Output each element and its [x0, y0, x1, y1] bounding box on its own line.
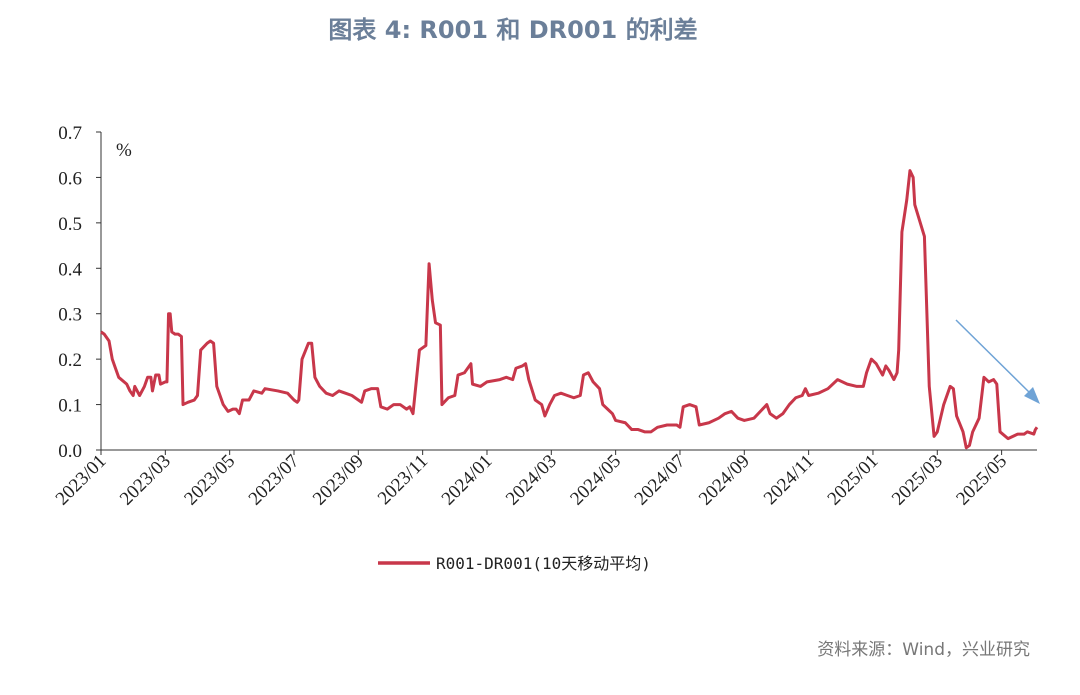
- y-tick-label: 0.7: [58, 123, 82, 144]
- x-tick-label: 2024/11: [760, 451, 818, 509]
- x-tick-label: 2023/09: [309, 451, 368, 510]
- y-tick-label: 0.0: [58, 441, 82, 462]
- x-tick-label: 2024/05: [566, 451, 625, 510]
- x-tick-label: 2023/07: [245, 451, 304, 510]
- data-line: [100, 169, 1039, 450]
- x-tick-label: 2023/05: [180, 451, 239, 510]
- y-tick-label: 0.2: [58, 350, 82, 371]
- trend-arrow-head: [1024, 387, 1040, 404]
- unit-label: %: [116, 140, 132, 161]
- y-tick-label: 0.1: [58, 396, 82, 417]
- y-tick-label: 0.5: [58, 214, 82, 235]
- y-tick-label: 0.6: [58, 168, 82, 189]
- y-tick-label: 0.4: [58, 259, 82, 280]
- x-tick-label: 2025/03: [888, 451, 947, 510]
- x-tick-label: 2023/03: [116, 451, 175, 510]
- chart-title: 图表 4: R001 和 DR001 的利差: [328, 16, 697, 44]
- x-tick-label: 2025/01: [824, 451, 883, 510]
- y-tick-label: 0.3: [58, 305, 82, 326]
- x-tick-label: 2024/09: [695, 451, 754, 510]
- legend-label: R001-DR001(10天移动平均): [436, 554, 651, 573]
- source: 资料来源：Wind，兴业研究: [817, 640, 1030, 660]
- x-tick-label: 2024/01: [438, 451, 497, 510]
- trend-arrow: [955, 319, 1034, 397]
- x-tick-label: 2023/11: [374, 451, 432, 509]
- x-tick-label: 2024/07: [631, 451, 690, 510]
- x-tick-label: 2024/03: [502, 451, 561, 510]
- x-tick-label: 2025/05: [952, 451, 1011, 510]
